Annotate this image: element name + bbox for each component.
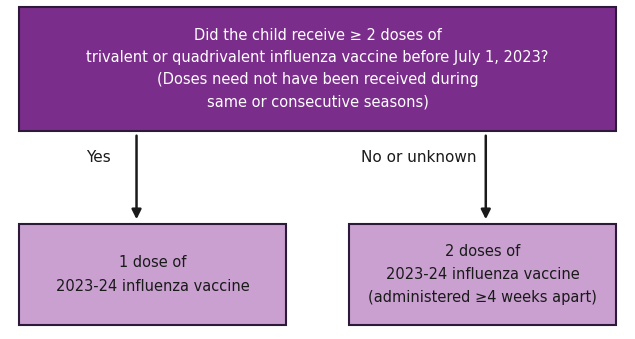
Text: 2 doses of
2023-24 influenza vaccine
(administered ≥4 weeks apart): 2 doses of 2023-24 influenza vaccine (ad… [368, 244, 597, 305]
Text: Did the child receive ≥ 2 doses of
trivalent or quadrivalent influenza vaccine b: Did the child receive ≥ 2 doses of triva… [86, 28, 549, 109]
FancyBboxPatch shape [349, 224, 616, 325]
Text: No or unknown: No or unknown [361, 150, 477, 165]
Text: Yes: Yes [86, 150, 110, 165]
Text: 1 dose of
2023-24 influenza vaccine: 1 dose of 2023-24 influenza vaccine [55, 255, 250, 294]
FancyBboxPatch shape [19, 224, 286, 325]
FancyBboxPatch shape [19, 7, 616, 131]
